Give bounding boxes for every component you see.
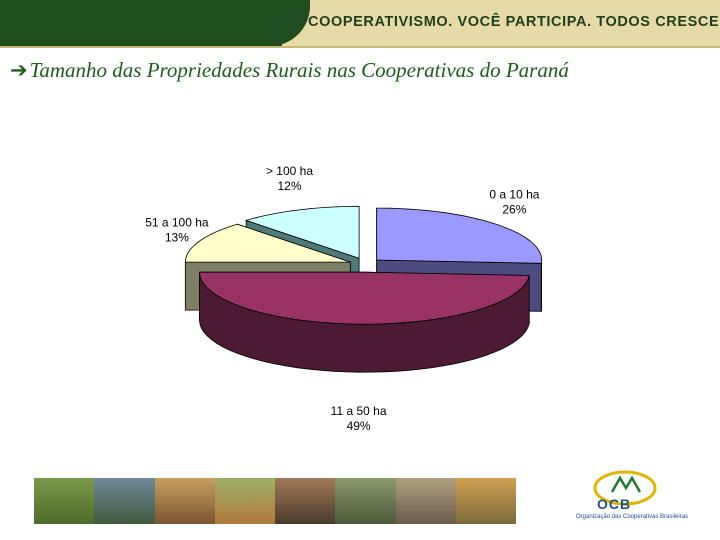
slice-label: > 100 ha (266, 164, 313, 178)
footer-photo (154, 478, 215, 524)
arrow-right-icon: ➔ (10, 58, 28, 82)
slice-label: 51 a 100 ha (145, 216, 209, 230)
slide-title-text: Tamanho das Propriedades Rurais nas Coop… (29, 58, 569, 82)
footer-photo (94, 478, 155, 524)
pie-slice-top (244, 205, 360, 259)
header-green-panel (0, 0, 282, 46)
logo-text: OCB (597, 496, 632, 512)
footer-photo (214, 478, 275, 524)
slice-value-label: 49% (347, 419, 371, 433)
slice-value-label: 26% (502, 203, 526, 217)
footer-photo (34, 478, 95, 524)
header-tan-panel (282, 0, 720, 46)
header-slogan: COOPERATIVISMO. VOCÊ PARTICIPA. TODOS CR… (308, 14, 720, 30)
footer-photo (455, 478, 516, 524)
pie-slice-top (184, 223, 351, 263)
logo-subtext: Organização das Cooperativas Brasileiras (576, 514, 689, 520)
header-bar: COOPERATIVISMO. VOCÊ PARTICIPA. TODOS CR… (0, 0, 720, 46)
pie-slices (184, 205, 542, 373)
footer-photo (335, 478, 396, 524)
footer-photo (275, 478, 336, 524)
footer-photo-strip (34, 478, 516, 524)
slice-label: 0 a 10 ha (489, 188, 539, 202)
pie-slice (199, 271, 530, 373)
slice-value-label: 13% (165, 231, 189, 245)
slice-value-label: 12% (277, 179, 301, 193)
header-divider (0, 46, 720, 48)
slice-label: 11 a 50 ha (331, 404, 387, 418)
pie-slice-top (376, 207, 542, 264)
ocb-logo-icon (593, 470, 657, 506)
pie-slice-top (199, 271, 530, 325)
slide-title: ➔Tamanho das Propriedades Rurais nas Coo… (10, 58, 569, 83)
footer-photo (395, 478, 456, 524)
